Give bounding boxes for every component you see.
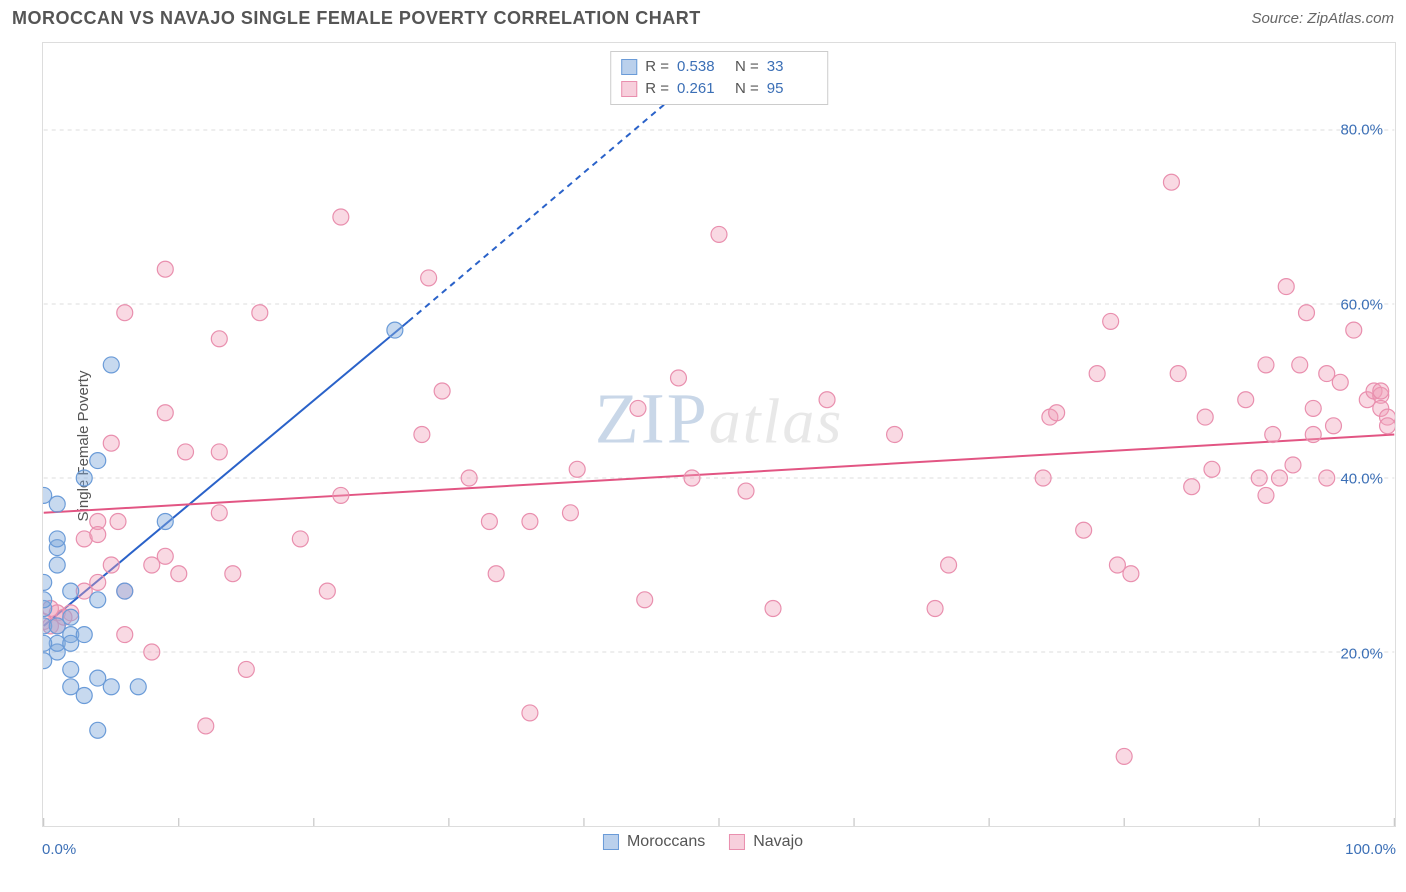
chart-legend: Moroccans Navajo	[603, 833, 803, 851]
chart-title: MOROCCAN VS NAVAJO SINGLE FEMALE POVERTY…	[12, 8, 701, 29]
legend-label: Moroccans	[627, 833, 705, 851]
swatch-moroccans	[603, 834, 619, 850]
x-tick-label: 100.0%	[1345, 841, 1396, 858]
legend-label: Navajo	[753, 833, 803, 851]
legend-item-moroccans: Moroccans	[603, 833, 705, 851]
swatch-navajo	[729, 834, 745, 850]
y-tick-label: 80.0%	[1340, 122, 1383, 139]
stats-box: R = 0.538 N = 33 R = 0.261 N = 95	[610, 51, 828, 105]
chart-container: ZIPatlas R = 0.538 N = 33 R = 0.261 N = …	[42, 42, 1396, 827]
swatch-navajo	[621, 81, 637, 97]
x-tick-label: 0.0%	[42, 841, 76, 858]
chart-source: Source: ZipAtlas.com	[1251, 10, 1394, 27]
legend-item-navajo: Navajo	[729, 833, 803, 851]
y-tick-label: 60.0%	[1340, 296, 1383, 313]
y-tick-label: 40.0%	[1340, 471, 1383, 488]
stats-row-navajo: R = 0.261 N = 95	[621, 78, 817, 100]
scatter-plot	[43, 43, 1395, 826]
stats-row-moroccans: R = 0.538 N = 33	[621, 56, 817, 78]
chart-header: MOROCCAN VS NAVAJO SINGLE FEMALE POVERTY…	[0, 0, 1406, 33]
y-tick-label: 20.0%	[1340, 645, 1383, 662]
swatch-moroccans	[621, 59, 637, 75]
